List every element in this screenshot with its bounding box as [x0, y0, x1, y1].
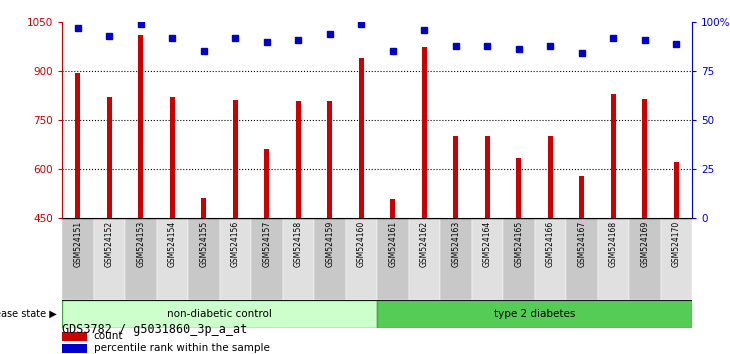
Text: type 2 diabetes: type 2 diabetes [493, 309, 575, 319]
Bar [377, 218, 409, 300]
Bar [188, 218, 220, 300]
Bar [453, 136, 458, 218]
Text: GSM524164: GSM524164 [483, 221, 492, 267]
Text: GDS3782 / g5031860_3p_a_at: GDS3782 / g5031860_3p_a_at [62, 323, 247, 336]
Text: GSM524166: GSM524166 [546, 221, 555, 267]
Text: GSM524160: GSM524160 [357, 221, 366, 267]
Bar [597, 218, 629, 300]
Bar [377, 300, 692, 328]
Text: GSM524163: GSM524163 [451, 221, 460, 267]
Bar [629, 218, 661, 300]
Bar [62, 300, 377, 328]
Text: count: count [93, 331, 123, 342]
Bar [283, 218, 314, 300]
Bar [220, 218, 251, 300]
Bar [170, 97, 174, 218]
Text: GSM524152: GSM524152 [104, 221, 114, 267]
Text: GSM524165: GSM524165 [514, 221, 523, 267]
Text: GSM524162: GSM524162 [420, 221, 429, 267]
Bar [422, 46, 426, 218]
Text: GSM524161: GSM524161 [388, 221, 397, 267]
Bar [201, 198, 206, 218]
Text: GSM524168: GSM524168 [609, 221, 618, 267]
Text: GSM524156: GSM524156 [231, 221, 239, 267]
Text: GSM524153: GSM524153 [137, 221, 145, 267]
Bar [107, 97, 112, 218]
Bar [251, 218, 283, 300]
Bar [391, 199, 395, 218]
Text: GSM524151: GSM524151 [73, 221, 82, 267]
Bar [264, 149, 269, 218]
Bar [125, 218, 156, 300]
Bar [62, 332, 87, 341]
Bar [516, 158, 521, 218]
Bar [661, 218, 692, 300]
Text: GSM524170: GSM524170 [672, 221, 681, 267]
Bar [75, 73, 80, 218]
Bar [359, 58, 364, 218]
Bar [62, 218, 93, 300]
Bar [674, 162, 679, 218]
Bar [156, 218, 188, 300]
Bar [139, 35, 143, 218]
Bar [580, 176, 584, 218]
Bar [296, 101, 301, 218]
Text: GSM524158: GSM524158 [293, 221, 303, 267]
Bar [440, 218, 472, 300]
Bar [345, 218, 377, 300]
Text: disease state ▶: disease state ▶ [0, 309, 57, 319]
Bar [62, 344, 87, 353]
Text: percentile rank within the sample: percentile rank within the sample [93, 343, 269, 354]
Bar [409, 218, 440, 300]
Bar [566, 218, 597, 300]
Bar [642, 99, 647, 218]
Bar [503, 218, 534, 300]
Bar [611, 94, 615, 218]
Text: non-diabetic control: non-diabetic control [167, 309, 272, 319]
Text: GSM524157: GSM524157 [262, 221, 272, 267]
Text: GSM524169: GSM524169 [640, 221, 649, 267]
Bar [472, 218, 503, 300]
Bar [327, 101, 332, 218]
Text: GSM524154: GSM524154 [168, 221, 177, 267]
Text: GSM524167: GSM524167 [577, 221, 586, 267]
Bar [485, 136, 490, 218]
Bar [548, 136, 553, 218]
Bar [93, 218, 125, 300]
Bar [534, 218, 566, 300]
Bar [233, 101, 237, 218]
Text: GSM524155: GSM524155 [199, 221, 208, 267]
Text: GSM524159: GSM524159 [326, 221, 334, 267]
Bar [314, 218, 345, 300]
